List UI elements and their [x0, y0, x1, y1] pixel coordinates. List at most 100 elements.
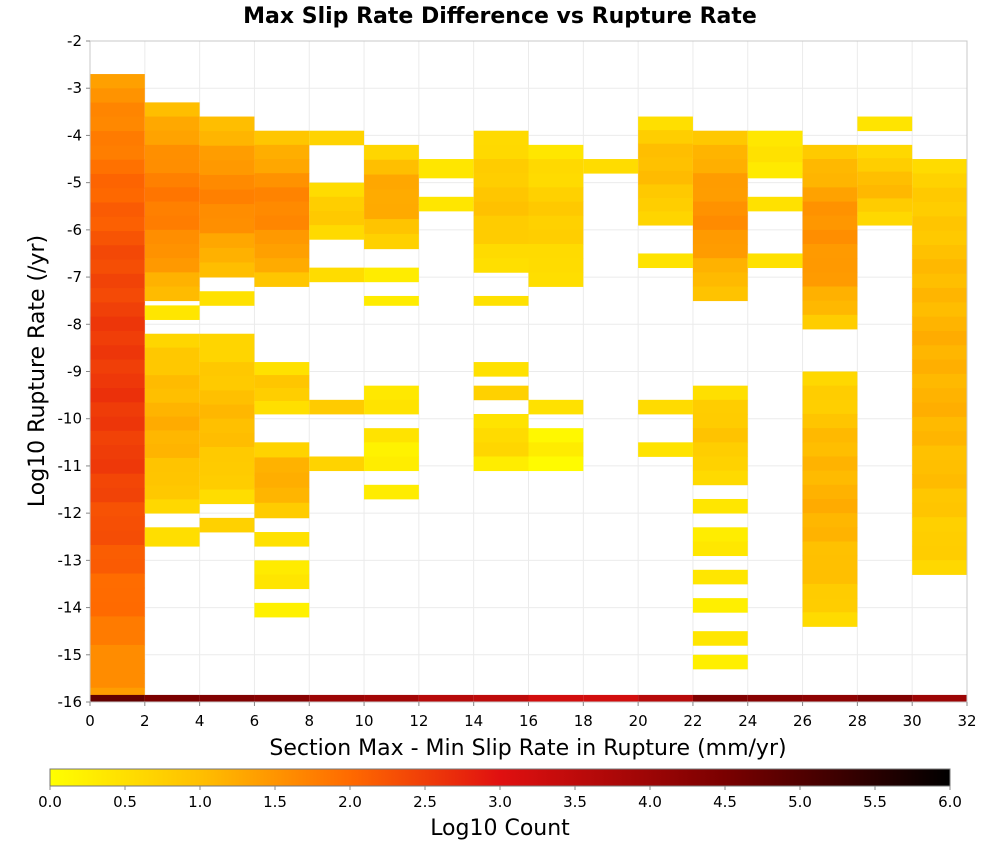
heatmap-cell [802, 442, 858, 457]
heatmap-cell [199, 116, 255, 132]
heatmap-cell [254, 574, 310, 590]
heatmap-cell [473, 258, 529, 273]
heatmap-cell [692, 229, 748, 245]
heatmap-cell [418, 159, 474, 179]
heatmap-cell [199, 418, 255, 434]
heatmap-cell [802, 456, 858, 472]
heatmap-cell [473, 130, 529, 146]
heatmap-cell [802, 428, 858, 443]
heatmap-cell [802, 484, 858, 500]
heatmap-cell [144, 485, 200, 500]
x-tick-label: 4 [195, 712, 205, 730]
heatmap-cell [857, 185, 913, 199]
y-tick-label: -9 [67, 363, 82, 381]
heatmap-cell [747, 196, 803, 212]
heatmap-cell [144, 499, 200, 514]
heatmap-cell [309, 399, 365, 415]
heatmap-cell [912, 259, 967, 275]
heatmap-cell [692, 631, 748, 646]
heatmap-cell [254, 487, 310, 504]
heatmap-cell [638, 170, 693, 185]
heatmap-cell [912, 545, 967, 561]
heatmap-cell [473, 244, 529, 259]
heatmap-cell [144, 272, 200, 287]
heatmap-cell [364, 456, 419, 472]
heatmap-cell [802, 173, 858, 188]
heatmap-cell [912, 474, 967, 489]
heatmap-cell [747, 130, 803, 147]
colorbar-tick-label: 5.5 [863, 793, 887, 811]
heatmap-cell [802, 144, 858, 160]
heatmap-cell [912, 402, 967, 418]
y-tick-label: -11 [58, 457, 83, 475]
heatmap-cell [473, 428, 529, 443]
heatmap-cell [802, 513, 858, 528]
heatmap-cell [199, 218, 255, 234]
heatmap-cell [144, 402, 200, 417]
heatmap-cell [912, 459, 967, 475]
y-tick-label: -13 [58, 551, 83, 569]
heatmap-cell [144, 388, 200, 404]
y-tick-label: -15 [58, 646, 83, 664]
heatmap-cell [692, 144, 748, 160]
colorbar [49, 768, 951, 787]
heatmap-cell [90, 430, 145, 446]
heatmap-cell [254, 442, 310, 458]
heatmap-cell [90, 330, 145, 346]
heatmap-cell [199, 333, 255, 349]
heatmap-cell [90, 602, 145, 617]
heatmap-cell [528, 456, 584, 472]
heatmap-cell [473, 229, 529, 245]
heatmap-cell [802, 201, 858, 217]
heatmap-cell [528, 187, 584, 202]
heatmap-cell [528, 201, 584, 217]
y-axis-title: Log10 Rupture Rate (/yr) [25, 235, 50, 507]
heatmap-cell [528, 244, 584, 259]
x-tick-label: 2 [140, 712, 150, 730]
heatmap-cell [857, 158, 913, 173]
heatmap-cell [912, 230, 967, 246]
heatmap-cell-bottom [309, 694, 365, 702]
heatmap-cell [199, 432, 255, 448]
heatmap-cell [473, 413, 529, 429]
heatmap-cell [528, 215, 584, 231]
heatmap-cell [638, 253, 693, 269]
heatmap-cell-bottom [90, 694, 145, 702]
heatmap-cell [364, 295, 419, 306]
x-tick-label: 12 [409, 712, 428, 730]
heatmap-cell [199, 489, 255, 505]
heatmap-cell [692, 130, 748, 146]
heatmap-cell [90, 259, 145, 275]
heatmap-cell-bottom [692, 694, 748, 702]
heatmap-cell [90, 530, 145, 546]
heatmap-cell [254, 159, 310, 174]
heatmap-cell [802, 598, 858, 613]
heatmap-cell [473, 201, 529, 217]
heatmap-cell [199, 291, 255, 306]
y-tick-label: -4 [67, 126, 82, 144]
heatmap-cell [254, 602, 310, 618]
heatmap-cell [857, 171, 913, 186]
heatmap-cell [692, 413, 748, 429]
heatmap-cell [254, 560, 310, 575]
colorbar-tick-label: 2.0 [338, 793, 362, 811]
heatmap-cell [912, 345, 967, 361]
heatmap-cell [199, 376, 255, 391]
heatmap-cell [144, 347, 200, 362]
heatmap-cell [802, 555, 858, 571]
x-tick-label: 32 [957, 712, 976, 730]
heatmap-cell [199, 262, 255, 278]
heatmap-cell [692, 159, 748, 174]
colorbar-tick-label: 0.5 [113, 793, 137, 811]
heatmap-cell [144, 215, 200, 231]
heatmap-cell [90, 245, 145, 260]
heatmap-cell [199, 475, 255, 490]
heatmap-cell [692, 654, 748, 670]
heatmap-cell [90, 88, 145, 103]
heatmap-cell [90, 102, 145, 118]
heatmap-cell [254, 144, 310, 160]
heatmap-cell [638, 116, 693, 131]
heatmap-cell [199, 447, 255, 462]
heatmap-cell [583, 159, 639, 174]
y-tick-label: -7 [67, 268, 82, 286]
